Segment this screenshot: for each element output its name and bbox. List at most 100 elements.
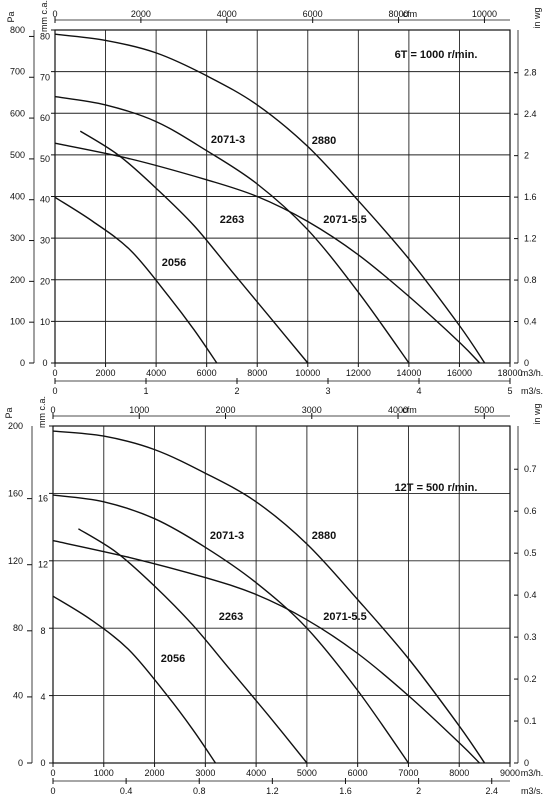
y-tick-label-inwg: 0.5 (524, 548, 537, 558)
x-tick-label-cfm: 4000 (217, 9, 237, 19)
x-tick-label-cfm: 6000 (303, 9, 323, 19)
y-axis-unit-mmca: mm c.a. (39, 0, 49, 32)
x-tick-label-cfm: 3000 (302, 405, 322, 415)
x-tick-label-m3s: 0.4 (120, 786, 133, 796)
x-tick-label-m3s: 1.6 (339, 786, 352, 796)
y-tick-label-inwg: 0.4 (524, 590, 537, 600)
y-tick-label-pa: 500 (10, 150, 25, 160)
y-tick-label-pa: 0 (20, 358, 25, 368)
curve-label-2071-5.5: 2071-5.5 (323, 214, 366, 226)
y-tick-label-inwg: 1.6 (524, 192, 537, 202)
curve-2071-5.5 (54, 142, 481, 364)
x-tick-label-m3s: 1.2 (266, 786, 279, 796)
x-tick-label-m3h: 8000 (247, 368, 267, 378)
x-tick-label-m3h: 8000 (449, 768, 469, 778)
x-tick-label-m3h: 5000 (297, 768, 317, 778)
curve-label-2071-3: 2071-3 (211, 134, 245, 146)
y-axis-unit-pa: Pa (4, 407, 14, 418)
y-tick-label-pa: 120 (8, 556, 23, 566)
y-tick-label-inwg: 2.4 (524, 109, 537, 119)
y-tick-label-mmca: 0 (42, 358, 47, 368)
x-tick-label-m3h: 2000 (96, 368, 116, 378)
x-tick-label-m3s: 2 (234, 386, 239, 396)
curve-2071-3 (54, 95, 410, 364)
x-tick-label-cfm: 5000 (474, 405, 494, 415)
x-tick-label-m3h: 0 (50, 768, 55, 778)
curve-2263 (79, 130, 309, 364)
y-tick-label-pa: 200 (8, 421, 23, 431)
curve-label-2071-5.5: 2071-5.5 (323, 611, 366, 623)
x-tick-label-cfm: 8000 (389, 9, 409, 19)
y-tick-label-inwg: 0 (524, 758, 529, 768)
y-tick-label-pa: 200 (10, 275, 25, 285)
curve-2056 (52, 595, 217, 764)
x-tick-label-cfm: 10000 (472, 9, 497, 19)
x-tick-label-m3h: 10000 (295, 368, 320, 378)
y-tick-label-mmca: 80 (40, 31, 50, 41)
y-tick-label-inwg: 0 (524, 358, 529, 368)
x-axis-unit-m3s: m3/s. (521, 786, 543, 796)
plot-frame (52, 425, 511, 764)
y-tick-label-inwg: 2 (524, 151, 529, 161)
x-tick-label-cfm: 4000 (388, 405, 408, 415)
y-tick-label-pa: 80 (13, 623, 23, 633)
x-tick-label-m3s: 0 (52, 386, 57, 396)
x-tick-label-m3s: 0 (50, 786, 55, 796)
y-axis-unit-mmca: mm c.a. (37, 396, 47, 428)
x-tick-label-m3h: 9000 (500, 768, 520, 778)
x-tick-label-m3h: 16000 (447, 368, 472, 378)
y-tick-label-mmca: 8 (40, 626, 45, 636)
y-tick-label-mmca: 0 (40, 758, 45, 768)
y-tick-label-mmca: 12 (38, 560, 48, 570)
y-axis-unit-inwg: in wg (532, 403, 542, 424)
x-tick-label-m3s: 0.8 (193, 786, 206, 796)
x-tick-label-m3h: 12000 (346, 368, 371, 378)
curve-label-2880: 2880 (312, 135, 336, 147)
x-axis-unit-cfm: cfm (402, 405, 417, 415)
y-tick-label-mmca: 40 (40, 195, 50, 205)
y-tick-label-pa: 700 (10, 67, 25, 77)
curve-2071-3 (52, 494, 409, 764)
x-tick-label-m3h: 1000 (94, 768, 114, 778)
x-tick-label-m3s: 2.4 (485, 786, 498, 796)
x-tick-label-cfm: 2000 (131, 9, 151, 19)
curve-label-2263: 2263 (219, 611, 243, 623)
chart-panel-1: 0 2000 4000 6000 8000 10000 12000 14000 16000 180… (6, 0, 543, 396)
y-tick-label-inwg: 0.1 (524, 716, 537, 726)
y-tick-label-pa: 800 (10, 25, 25, 35)
curve-2263 (78, 528, 308, 764)
x-axis-unit-m3s: m3/s. (521, 386, 543, 396)
x-tick-label-cfm: 2000 (216, 405, 236, 415)
curve-2056 (54, 196, 218, 364)
y-tick-label-inwg: 2.8 (524, 68, 537, 78)
x-tick-label-m3h: 4000 (146, 368, 166, 378)
y-tick-label-pa: 40 (13, 691, 23, 701)
y-tick-label-mmca: 4 (40, 692, 45, 702)
curve-label-2263: 2263 (220, 214, 244, 226)
x-axis-unit-m3h: m3/h. (521, 768, 544, 778)
chart-panel-2: 0 1000 2000 3000 4000 5000 6000 7000 8000 9000040… (4, 396, 543, 796)
y-axis-unit-inwg: in wg (532, 7, 542, 28)
x-tick-label-cfm: 0 (50, 405, 55, 415)
y-tick-label-mmca: 30 (40, 236, 50, 246)
x-tick-label-m3h: 14000 (396, 368, 421, 378)
curve-2880 (54, 33, 486, 364)
y-axis-unit-pa: Pa (6, 11, 16, 22)
x-axis-unit-m3h: m3/h. (521, 368, 544, 378)
y-tick-label-inwg: 0.7 (524, 464, 537, 474)
y-tick-label-inwg: 0.4 (524, 317, 537, 327)
x-tick-label-m3h: 2000 (145, 768, 165, 778)
curve-label-2056: 2056 (162, 257, 186, 269)
x-tick-label-m3h: 4000 (246, 768, 266, 778)
speed-label: 6T = 1000 r/min. (395, 49, 478, 61)
x-tick-label-m3h: 7000 (398, 768, 418, 778)
x-tick-label-m3s: 3 (325, 386, 330, 396)
y-tick-label-pa: 160 (8, 488, 23, 498)
curve-2071-5.5 (52, 539, 480, 764)
y-tick-label-pa: 100 (10, 316, 25, 326)
x-tick-label-m3h: 6000 (197, 368, 217, 378)
x-tick-label-m3s: 5 (507, 386, 512, 396)
y-tick-label-pa: 0 (18, 758, 23, 768)
y-tick-label-mmca: 16 (38, 494, 48, 504)
